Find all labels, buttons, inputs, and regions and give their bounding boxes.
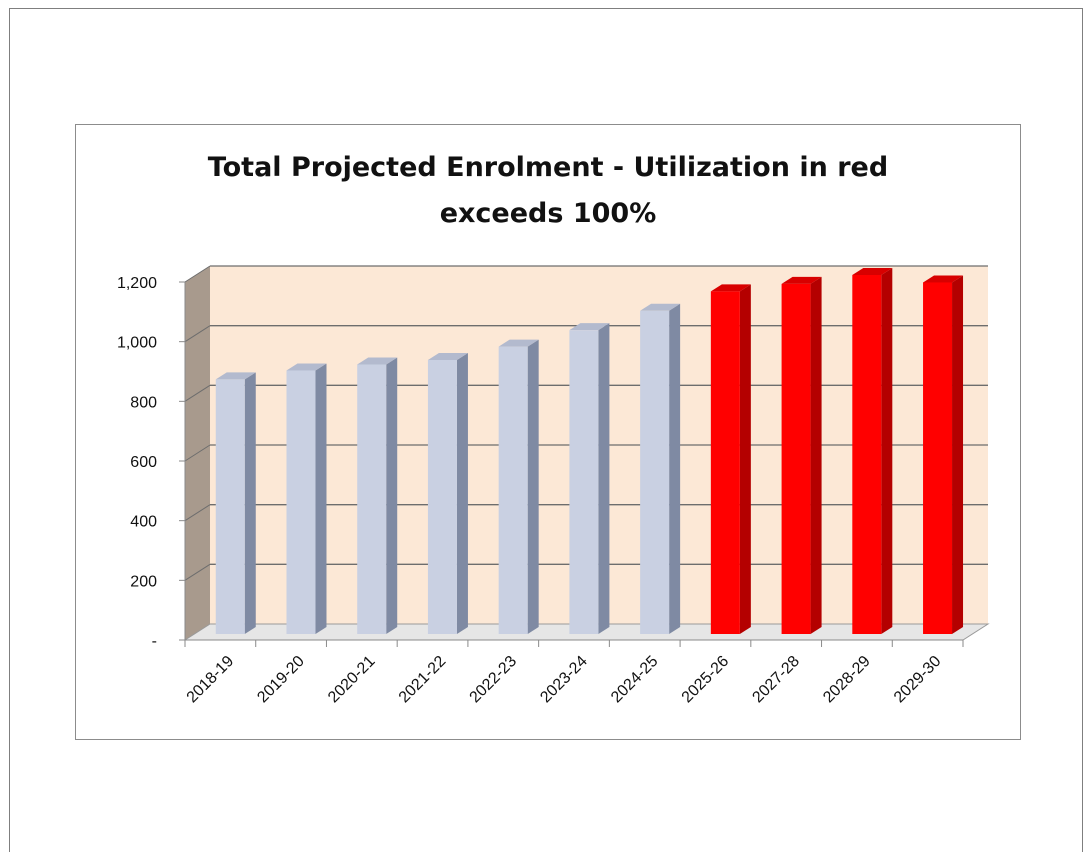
bar: [852, 274, 882, 634]
x-tick-label: 2029-30: [891, 653, 945, 707]
bar: [427, 360, 457, 634]
y-tick-label: 1,000: [117, 335, 157, 352]
bar: [710, 291, 740, 634]
bar: [569, 330, 599, 634]
y-tick-label: 1,200: [117, 275, 157, 292]
bar: [286, 370, 316, 634]
y-tick-label: -: [152, 633, 157, 650]
bar-side: [315, 363, 327, 634]
bar-top: [923, 275, 964, 283]
bar: [215, 379, 245, 634]
bar-top: [427, 353, 468, 361]
gridline-side: [184, 325, 211, 343]
x-tick-label: 2019-20: [254, 653, 308, 707]
x-tick-label: 2027-28: [749, 653, 803, 707]
bar-top: [498, 339, 539, 347]
y-tick-label: 800: [130, 394, 157, 411]
gridline-side: [184, 265, 211, 283]
gridline-side: [184, 384, 211, 402]
bar-chart: - 200 400 600 800 1,000 1,200 2018-19 2019-20 202…: [117, 265, 990, 707]
bar-side: [952, 275, 964, 634]
x-tick-label: 2021-22: [396, 653, 450, 707]
chart-container: Total Projected Enrolment - Utilization …: [75, 124, 1021, 740]
bar-top: [640, 303, 681, 311]
x-tick-label: 2028-29: [820, 653, 874, 707]
bar-side: [810, 276, 822, 634]
bar-top: [710, 284, 751, 292]
y-tick-label: 400: [130, 514, 157, 531]
bar-top: [569, 323, 610, 331]
bar: [781, 283, 811, 634]
bar-side: [527, 339, 539, 634]
x-tick-label: 2020-21: [325, 653, 379, 707]
page-frame: [9, 8, 1083, 852]
x-tick-label: 2023-24: [537, 653, 591, 707]
x-tick-label: 2024-25: [608, 653, 662, 707]
bar-side: [881, 267, 893, 634]
x-tick-label: 2025-26: [679, 653, 733, 707]
x-tick-label: 2022-23: [467, 653, 521, 707]
y-tick-label: 200: [130, 573, 157, 590]
bar-top: [781, 276, 822, 284]
bar-side: [456, 353, 468, 634]
gridline-side: [184, 444, 211, 462]
bar-top: [286, 363, 327, 371]
gridline-side: [184, 563, 211, 581]
bar: [357, 364, 387, 634]
bar: [498, 346, 528, 634]
bar-side: [386, 357, 398, 634]
bar-top: [852, 267, 893, 275]
bar-side: [669, 303, 681, 634]
chart-title: Total Projected Enrolment - Utilization …: [207, 152, 889, 229]
bar-side: [244, 372, 256, 634]
bar-side: [598, 323, 610, 634]
gridline-side: [184, 504, 211, 522]
bar: [923, 282, 953, 634]
bar-top: [215, 372, 256, 380]
x-tick-label: 2018-19: [184, 653, 238, 707]
bar-side: [739, 284, 751, 634]
bar-top: [357, 357, 398, 365]
bar: [640, 310, 670, 634]
y-tick-label: 600: [130, 454, 157, 471]
